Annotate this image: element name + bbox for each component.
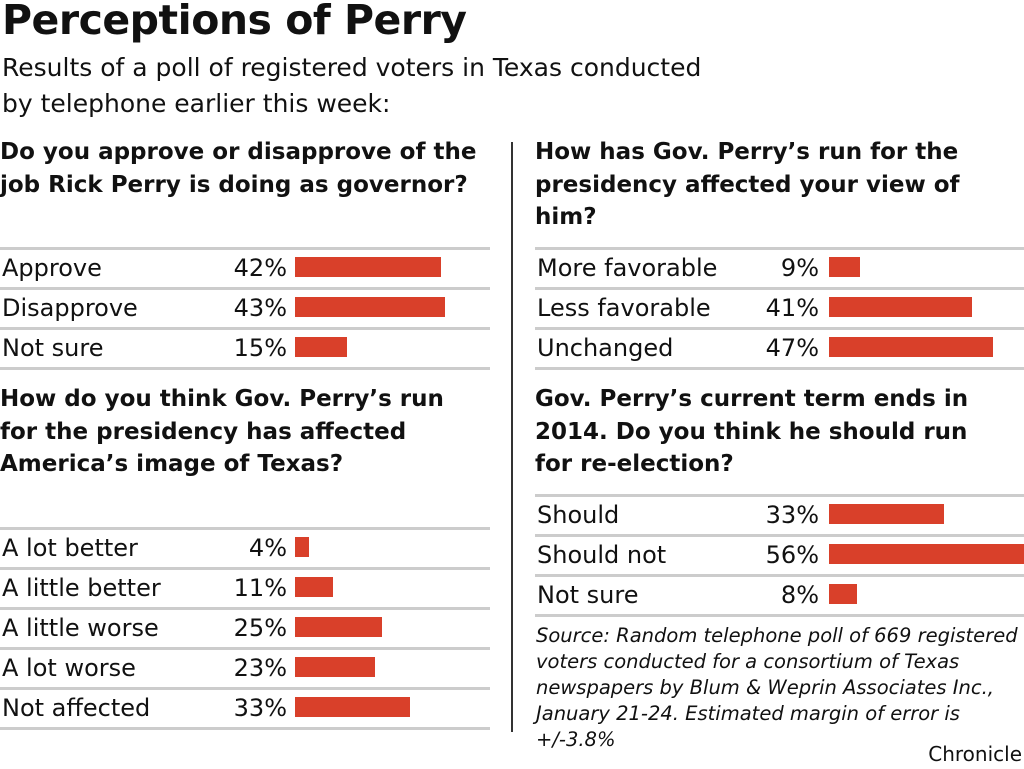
subtitle: Results of a poll of registered voters i… (2, 53, 702, 118)
answer-row: Not affected 33% (0, 687, 490, 730)
percent-label: 25% (233, 614, 287, 642)
answer-row: Less favorable 41% (535, 287, 1024, 327)
answer-row: A lot worse 23% (0, 647, 490, 687)
answer-row: Unchanged 47% (535, 327, 1024, 370)
bar (829, 257, 861, 277)
answer-label: Not sure (537, 581, 639, 609)
bar (295, 657, 376, 677)
answer-rows: A lot better 4% A little better 11% A little… (0, 527, 490, 730)
answer-label: Should not (537, 541, 667, 569)
bar (829, 297, 972, 317)
answer-row: Approve 42% (0, 247, 490, 287)
answer-label: Not affected (2, 694, 151, 722)
percent-label: 43% (233, 294, 287, 322)
answer-rows: Approve 42% Disapprove 43% Not sure 15% (0, 247, 490, 370)
question-title: Do you approve or disapprove of the job … (0, 139, 477, 198)
answer-label: More favorable (537, 254, 718, 282)
percent-label: 47% (765, 334, 819, 362)
bar (295, 697, 410, 717)
page-title: Perceptions of Perry (2, 0, 467, 44)
answer-row: Should not 56% (535, 534, 1024, 574)
poll-panel-2: How do you think Gov. Perry’s run for th… (0, 383, 490, 730)
bar (829, 584, 857, 604)
answer-label: Not sure (2, 334, 104, 362)
poll-panel-4: Gov. Perry’s current term ends in 2014. … (535, 383, 1024, 617)
bar (829, 544, 1024, 564)
bar (829, 504, 944, 524)
answer-row: A lot better 4% (0, 527, 490, 567)
percent-label: 9% (780, 254, 819, 282)
answer-row: A little better 11% (0, 567, 490, 607)
answer-label: Less favorable (537, 294, 711, 322)
percent-label: 41% (765, 294, 819, 322)
bar (295, 537, 309, 557)
percent-label: 33% (233, 694, 287, 722)
bar (295, 617, 382, 637)
answer-label: A little better (2, 574, 161, 602)
answer-rows: Should 33% Should not 56% Not sure 8% (535, 494, 1024, 617)
question-title: Gov. Perry’s current term ends in 2014. … (535, 386, 969, 477)
percent-label: 15% (233, 334, 287, 362)
bar (829, 337, 993, 357)
bar (295, 257, 442, 277)
percent-label: 8% (780, 581, 819, 609)
answer-label: A little worse (2, 614, 159, 642)
answer-label: Approve (2, 254, 102, 282)
poll-panel-1: Do you approve or disapprove of the job … (0, 136, 490, 370)
question-title: How do you think Gov. Perry’s run for th… (0, 386, 444, 477)
answer-label: A lot better (2, 534, 138, 562)
answer-row: More favorable 9% (535, 247, 1024, 287)
bar (295, 577, 334, 597)
answer-row: Not sure 15% (0, 327, 490, 370)
answer-label: Unchanged (537, 334, 674, 362)
percent-label: 23% (233, 654, 287, 682)
answer-rows: More favorable 9% Less favorable 41% Unchang… (535, 247, 1024, 370)
source-note: Source: Random telephone poll of 669 reg… (536, 624, 1018, 751)
answer-row: Not sure 8% (535, 574, 1024, 617)
poll-panel-3: How has Gov. Perry’s run for the preside… (535, 136, 1024, 370)
percent-label: 4% (248, 534, 287, 562)
answer-label: Disapprove (2, 294, 138, 322)
percent-label: 56% (765, 541, 819, 569)
percent-label: 11% (233, 574, 287, 602)
column-divider (511, 142, 513, 732)
bar (295, 337, 348, 357)
answer-row: Disapprove 43% (0, 287, 490, 327)
answer-row: Should 33% (535, 494, 1024, 534)
answer-row: A little worse 25% (0, 607, 490, 647)
bar (295, 297, 445, 317)
answer-label: Should (537, 501, 620, 529)
question-title: How has Gov. Perry’s run for the preside… (535, 139, 960, 230)
percent-label: 33% (765, 501, 819, 529)
credit: Chronicle (928, 742, 1022, 766)
answer-label: A lot worse (2, 654, 136, 682)
percent-label: 42% (233, 254, 287, 282)
